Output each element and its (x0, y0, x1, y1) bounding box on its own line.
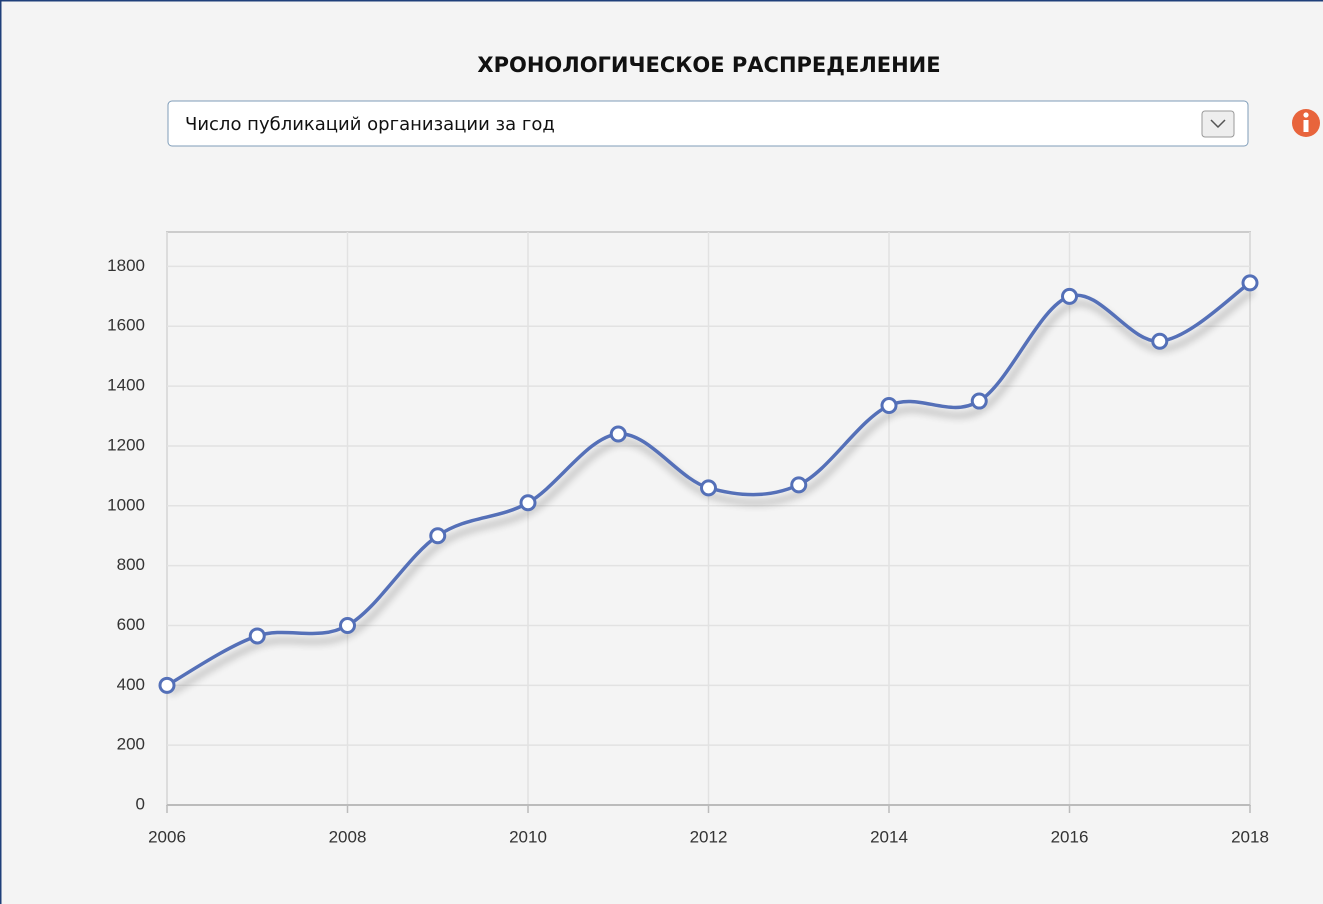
point (609, 425, 627, 443)
x-tick-label: 2008 (329, 827, 367, 846)
y-tick-label: 0 (136, 794, 145, 813)
info-icon[interactable] (1292, 109, 1320, 137)
point (1241, 274, 1259, 292)
dropdown-label: Число публикаций организации за год (185, 114, 555, 135)
info-bar (1303, 120, 1309, 132)
y-tick-label: 200 (117, 735, 145, 754)
y-tick-label: 400 (117, 675, 145, 694)
y-tick-label: 1800 (107, 256, 145, 275)
dropdown[interactable]: Число публикаций организации за год (167, 100, 1249, 147)
point (790, 476, 808, 494)
dropdown-box[interactable] (167, 100, 1249, 147)
y-tick-label: 1600 (107, 316, 145, 335)
point (1151, 332, 1169, 350)
y-tick-label: 800 (117, 555, 145, 574)
point (429, 527, 447, 545)
y-tick-label: 1000 (107, 495, 145, 514)
x-tick-label: 2010 (509, 827, 547, 846)
chart-title: ХРОНОЛОГИЧЕСКОЕ РАСПРЕДЕЛЕНИЕ (477, 53, 940, 77)
info-dot (1303, 112, 1309, 118)
y-tick-label: 600 (117, 615, 145, 634)
x-tick-label: 2018 (1231, 827, 1269, 846)
y-tick-label: 1400 (107, 376, 145, 395)
x-tick-label: 2006 (148, 827, 186, 846)
point (158, 676, 176, 694)
point (519, 494, 537, 512)
point (880, 397, 898, 415)
point (970, 392, 988, 410)
point (248, 627, 266, 645)
y-tick-label: 1200 (107, 435, 145, 454)
x-tick-label: 2014 (870, 827, 908, 846)
dropdown-arrow (1210, 119, 1226, 129)
point (1061, 287, 1078, 305)
point (700, 479, 717, 497)
x-tick-label: 2016 (1051, 827, 1089, 846)
point (339, 616, 356, 634)
x-tick-label: 2012 (690, 827, 728, 846)
dropdown-button[interactable] (1201, 110, 1235, 138)
